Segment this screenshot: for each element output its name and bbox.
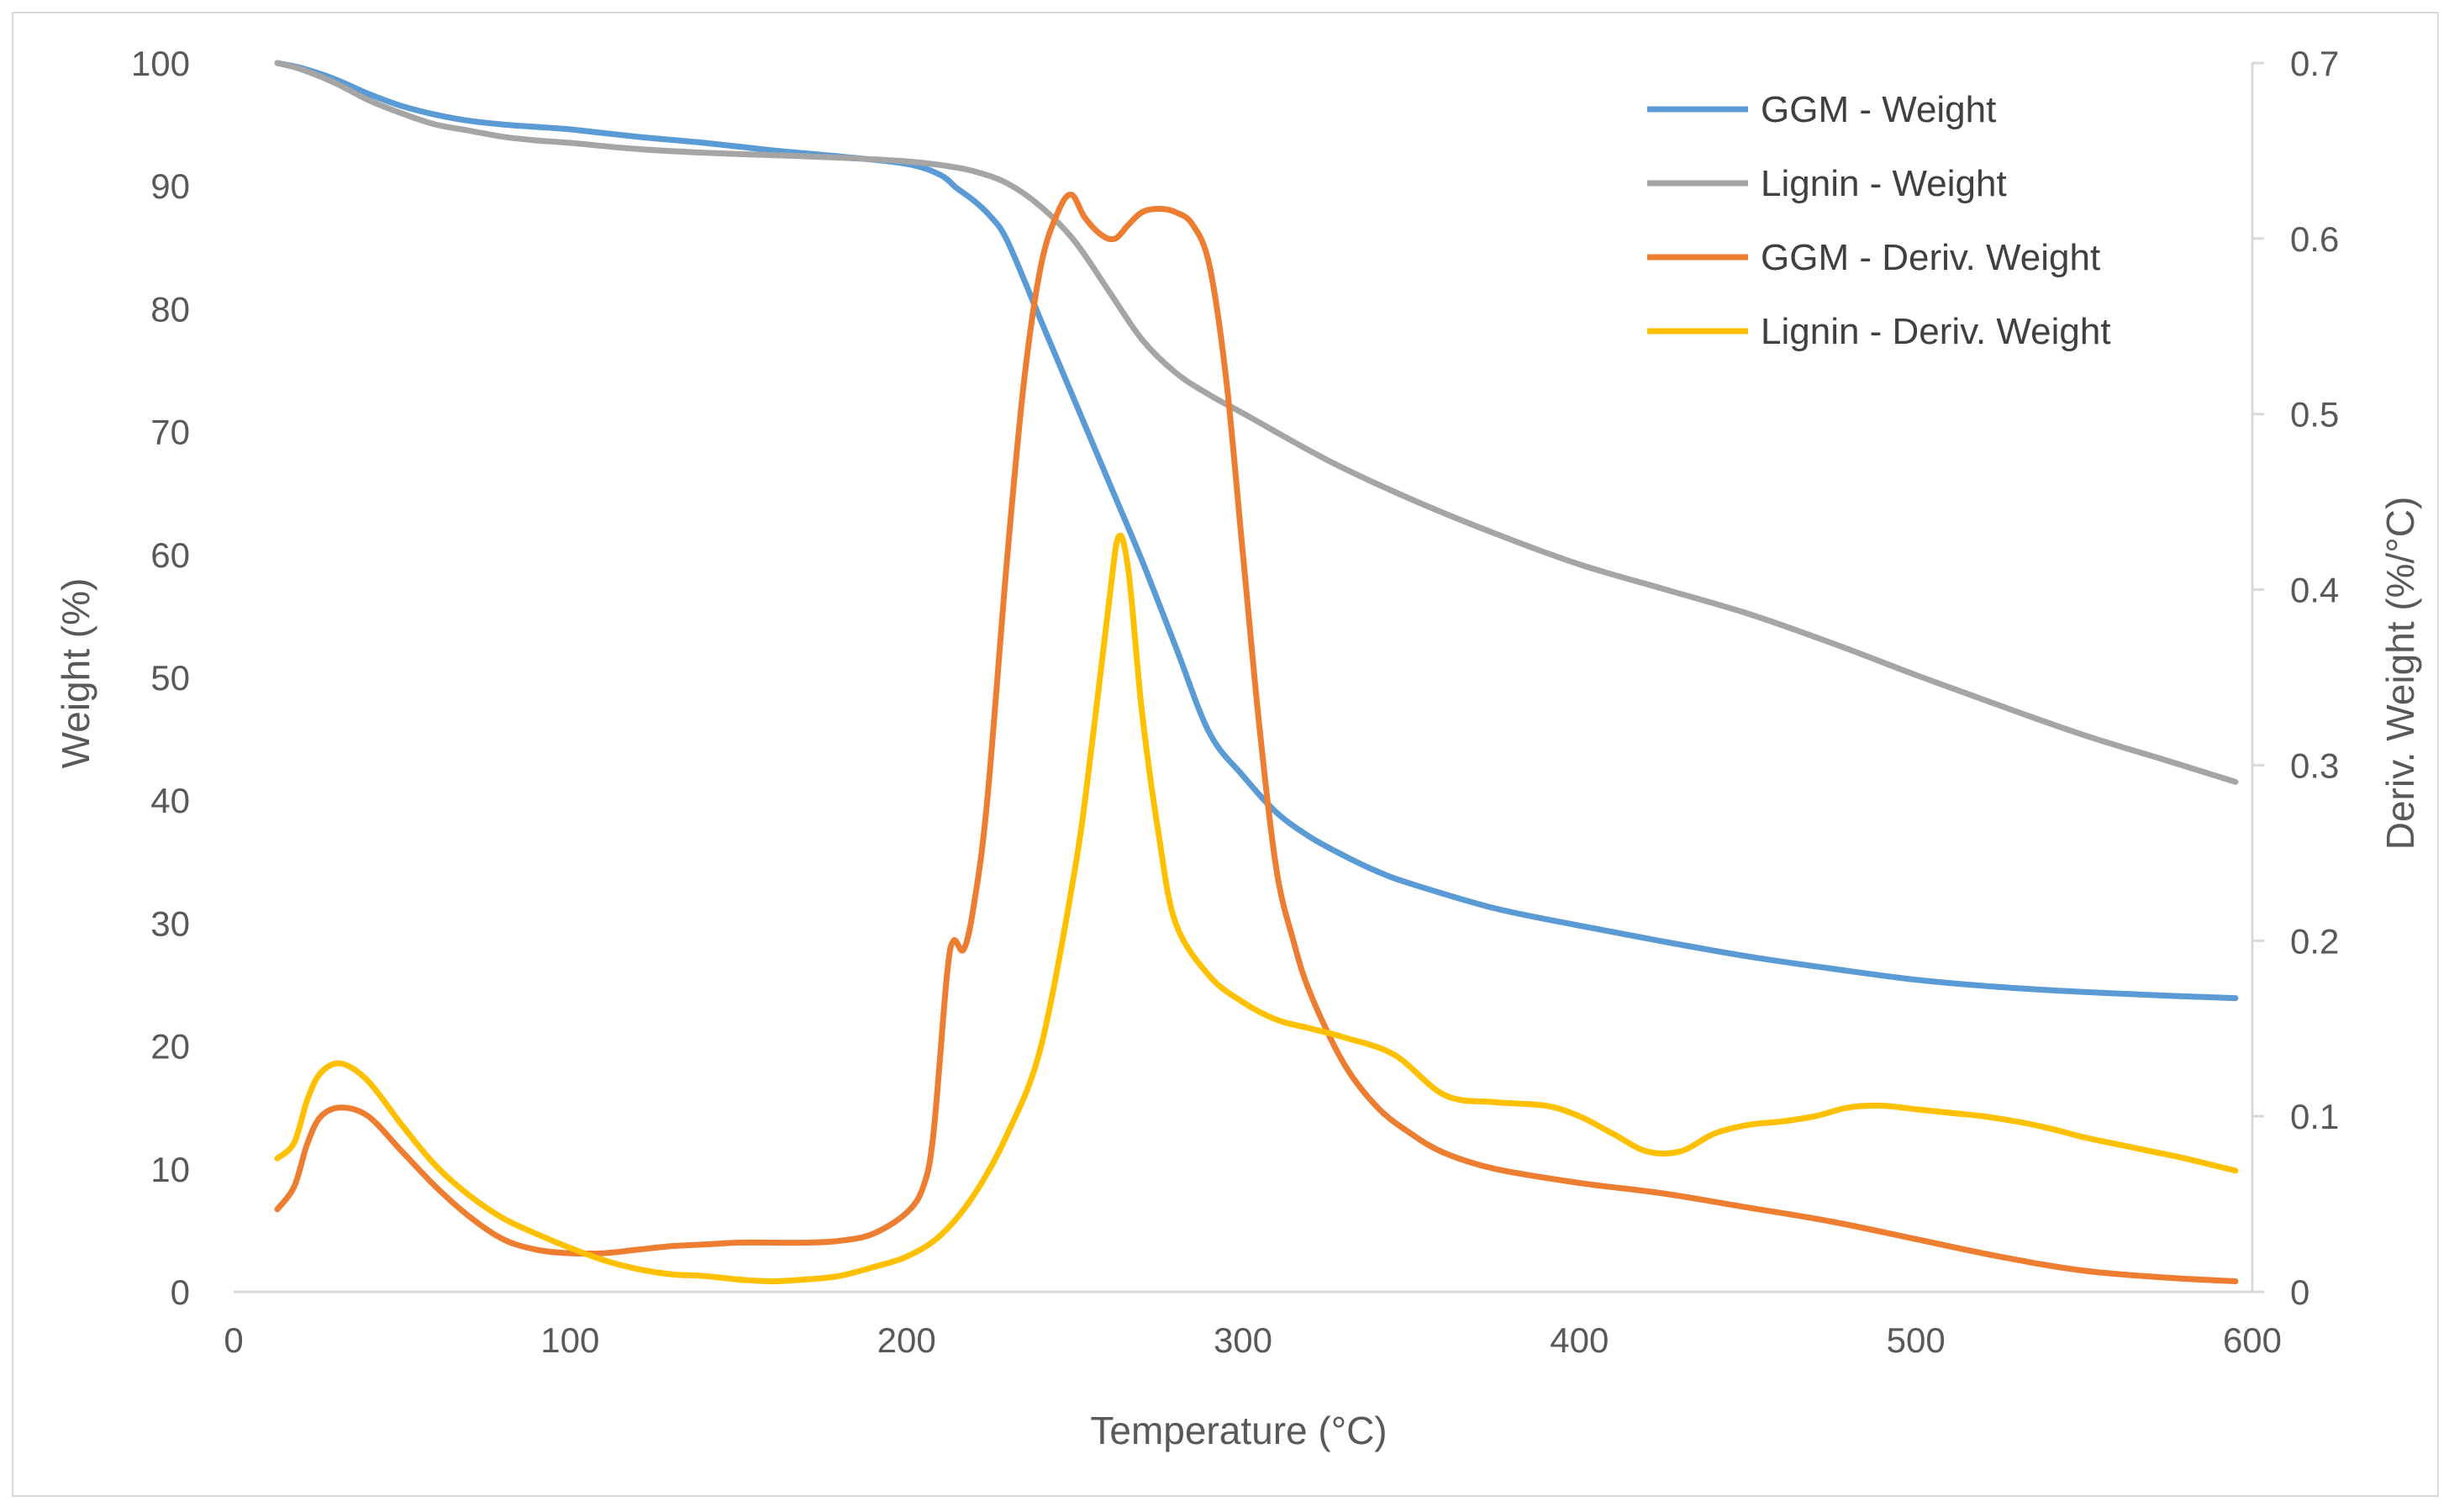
y2-tick-label-0.2: 0.2 — [2290, 921, 2339, 961]
y-tick-label-20: 20 — [150, 1027, 190, 1067]
y-tick-label-70: 70 — [150, 413, 190, 452]
legend-item-ggm-weight: GGM - Weight — [1647, 89, 1996, 130]
x-tick-label-100: 100 — [540, 1320, 599, 1360]
y-axis-title: Weight (%) — [54, 578, 97, 769]
y-tick-label-10: 10 — [150, 1150, 190, 1189]
y2-tick-label-0.3: 0.3 — [2290, 745, 2339, 785]
x-axis-title: Temperature (°C) — [1090, 1409, 1387, 1452]
y2-tick-label-0.5: 0.5 — [2290, 395, 2339, 435]
legend-item-ggm-deriv-weight: GGM - Deriv. Weight — [1647, 237, 2100, 278]
y-tick-label-0: 0 — [171, 1272, 190, 1312]
legend-label-lignin-deriv-weight: Lignin - Deriv. Weight — [1761, 311, 2111, 352]
y2-tick-label-0.6: 0.6 — [2290, 219, 2339, 259]
y-tick-label-40: 40 — [150, 781, 190, 820]
legend-label-ggm-deriv-weight: GGM - Deriv. Weight — [1761, 237, 2100, 278]
x-tick-label-500: 500 — [1887, 1320, 1946, 1360]
legend-item-lignin-deriv-weight: Lignin - Deriv. Weight — [1647, 311, 2111, 352]
y-tick-label-60: 60 — [150, 535, 190, 575]
series-line-ggm-weight — [274, 60, 2239, 1002]
x-tick-label-200: 200 — [877, 1320, 936, 1360]
x-tick-label-600: 600 — [2223, 1320, 2282, 1360]
y2-tick-label-0.7: 0.7 — [2290, 44, 2339, 83]
x-tick-label-400: 400 — [1550, 1320, 1609, 1360]
legend: GGM - Weight Lignin - Weight GGM - Deriv… — [1647, 89, 2111, 352]
y-tick-label-30: 30 — [150, 904, 190, 943]
y2-axis-title: Deriv. Weight (%/°C) — [2378, 497, 2422, 851]
x-tick-label-0: 0 — [224, 1320, 243, 1360]
legend-label-ggm-weight: GGM - Weight — [1761, 89, 1996, 130]
y2-tick-label-0.4: 0.4 — [2290, 571, 2339, 610]
series-line-lignin-deriv-weight — [274, 532, 2239, 1284]
y2-tick-label-0.1: 0.1 — [2290, 1097, 2339, 1136]
legend-label-lignin-weight: Lignin - Weight — [1761, 163, 2007, 204]
series-line-ggm-deriv-weight — [274, 192, 2239, 1284]
y-tick-label-90: 90 — [150, 166, 190, 206]
y2-tick-label-0: 0 — [2290, 1272, 2309, 1312]
y-tick-label-100: 100 — [131, 44, 190, 83]
y-tick-label-50: 50 — [150, 658, 190, 698]
legend-item-lignin-weight: Lignin - Weight — [1647, 163, 2007, 204]
y-tick-label-80: 80 — [150, 289, 190, 329]
x-tick-label-300: 300 — [1214, 1320, 1272, 1360]
series-line-lignin-weight — [274, 60, 2239, 785]
